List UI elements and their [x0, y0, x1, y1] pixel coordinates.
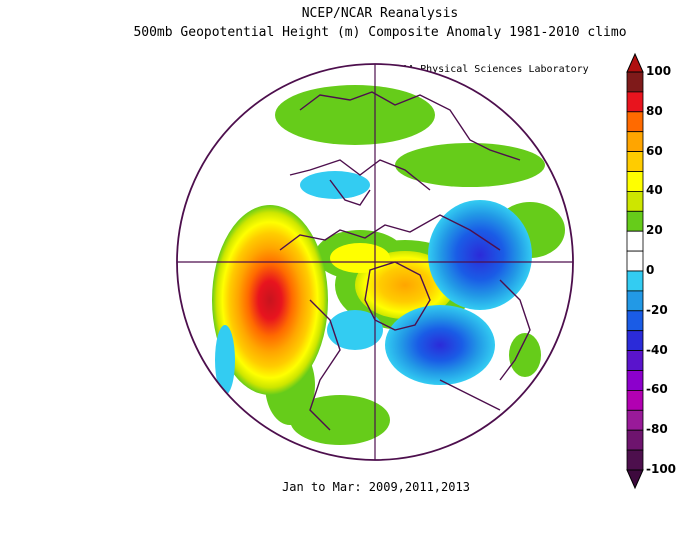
colorbar-segment — [626, 171, 644, 192]
colorbar-tick-label: -100 — [646, 462, 677, 476]
colorbar-max-arrow — [626, 52, 644, 73]
colorbar-segment — [626, 350, 644, 371]
colorbar-segment — [626, 270, 644, 292]
coastlines — [279, 91, 531, 431]
colorbar-segment — [626, 230, 644, 252]
colorbar-tick-label: -40 — [646, 342, 668, 357]
colorbar-segment — [626, 429, 644, 451]
colorbar-tick-label: -80 — [646, 422, 668, 437]
colorbar-segment — [626, 330, 644, 352]
colorbar-segment — [626, 290, 644, 312]
colorbar-segment — [626, 210, 644, 232]
colorbar-tick-label: -20 — [646, 302, 668, 317]
colorbar-segment — [626, 310, 644, 332]
colorbar-segment — [626, 389, 644, 411]
period-label: Jan to Mar: 2009,2011,2013 — [282, 480, 470, 494]
colorbar-segment — [626, 151, 644, 172]
colorbar-tick-label: 100 — [646, 64, 672, 78]
colorbar-segment — [626, 190, 644, 212]
colorbar-segment — [626, 71, 644, 93]
colorbar-tick-label: 0 — [646, 263, 655, 277]
map-title: NCEP/NCAR Reanalysis — [301, 6, 459, 21]
colorbar-tick-label: -60 — [646, 382, 668, 397]
colorbar-segment — [626, 409, 644, 431]
colorbar-tick-label: 40 — [646, 183, 663, 198]
map-border — [176, 63, 574, 461]
colorbar-segment — [626, 449, 644, 471]
colorbar-tick-label: 20 — [646, 223, 663, 238]
colorbar-segment — [626, 250, 644, 272]
colorbar-tick-label: 60 — [646, 143, 663, 158]
colorbar-segment — [626, 111, 644, 133]
colorbar-segment — [626, 370, 644, 391]
colorbar-segment — [626, 131, 644, 152]
map-subtitle: 500mb Geopotential Height (m) Composite … — [133, 25, 627, 40]
graticule-lines — [177, 64, 573, 460]
colorbar-min-arrow — [626, 469, 644, 490]
colorbar-tick-label: 80 — [646, 103, 663, 118]
credit-label: NOAA Physical Sciences Laboratory — [390, 64, 589, 75]
colorbar-segment — [626, 91, 644, 113]
polar-map — [176, 63, 574, 461]
colorbar — [626, 52, 644, 490]
